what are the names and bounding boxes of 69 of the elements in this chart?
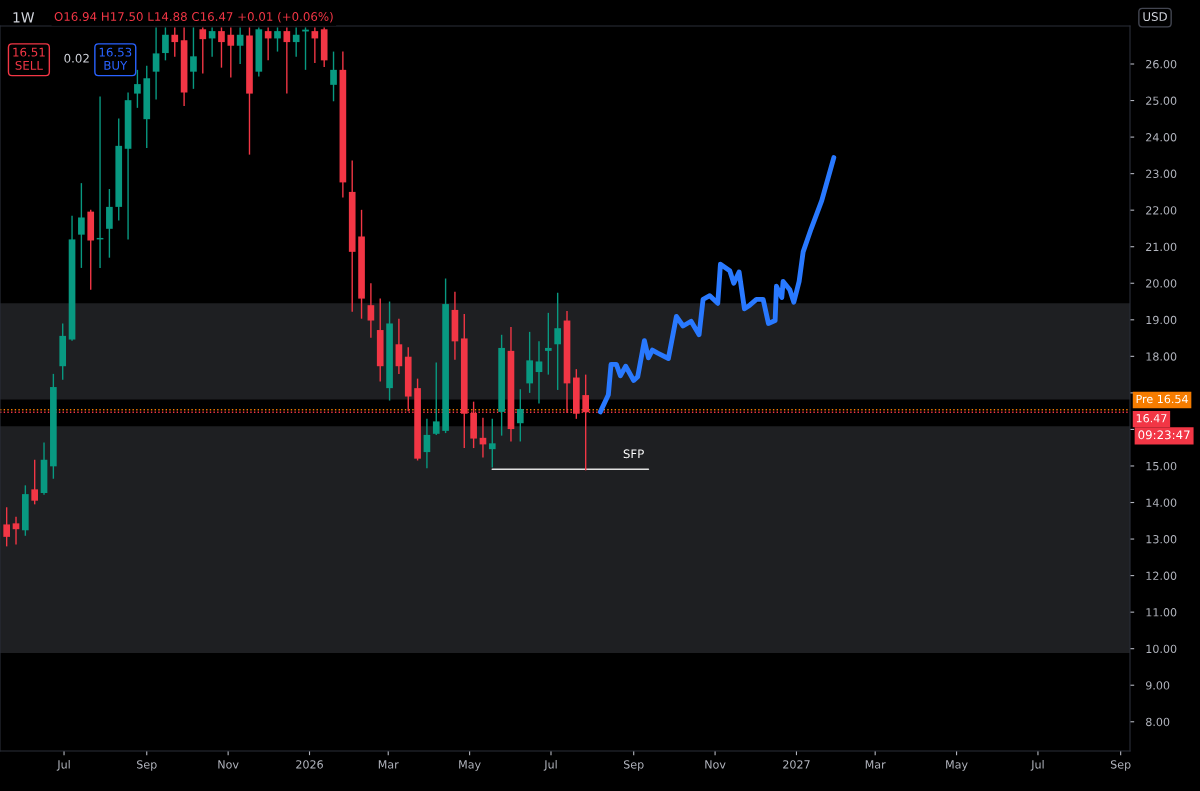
y-tick-label: 14.00	[1146, 498, 1177, 507]
candlestick	[78, 182, 85, 269]
y-tick-label: 18.00	[1146, 352, 1177, 361]
x-tick-label: Sep	[623, 760, 644, 771]
x-tick-label: 2026	[296, 760, 323, 769]
y-tick-label: 8.00	[1146, 717, 1170, 727]
y-tick-label: 21.00	[1146, 242, 1177, 252]
candlestick	[283, 26, 291, 95]
candlestick	[218, 26, 225, 69]
x-tick-label: 2027	[783, 760, 810, 769]
annotation: 0.02	[64, 53, 89, 63]
text: USD	[1143, 12, 1167, 21]
candlestick	[199, 26, 207, 75]
annotation: SFP	[623, 449, 644, 459]
candlestick	[526, 331, 533, 394]
y-tick-label: 11.00	[1146, 608, 1177, 617]
candlestick	[292, 26, 300, 58]
candlestick	[395, 318, 403, 375]
candlestick	[488, 418, 496, 469]
y-tick-label: 24.00	[1146, 133, 1177, 142]
y-tick-label: 12.00	[1146, 571, 1177, 580]
y-tick-label: 20.00	[1146, 279, 1177, 288]
candlestick	[190, 26, 197, 90]
y-tick-label: 13.00	[1146, 535, 1177, 544]
y-tick-label: 25.00	[1146, 96, 1177, 105]
candlestick	[535, 340, 543, 405]
candlestick	[236, 26, 244, 65]
candlestick	[554, 292, 561, 391]
x-tick-label: Sep	[137, 760, 157, 771]
x-tick-label: Mar	[378, 760, 399, 769]
y-tick-label: 19.00	[1146, 315, 1177, 325]
candlestick	[31, 459, 39, 506]
x-tick-label: Mar	[865, 760, 886, 769]
candlestick	[134, 69, 141, 109]
ref-line-label: 16.47	[1136, 414, 1167, 423]
candlestick	[162, 26, 169, 62]
candlestick	[171, 26, 179, 58]
x-tick-label: Nov	[218, 760, 239, 769]
candlestick	[106, 188, 113, 259]
y-tick-label: 15.00	[1146, 461, 1177, 471]
y-tick-label: 10.00	[1146, 644, 1177, 654]
annotation: 16.53 BUY	[99, 47, 132, 70]
candlestick	[152, 26, 160, 101]
y-tick-label: 26.00	[1146, 59, 1177, 69]
x-tick-label: Jul	[1030, 760, 1044, 771]
candlestick	[544, 312, 552, 376]
x-tick-label: Sep	[1110, 760, 1131, 771]
chart-title: 1W	[13, 12, 35, 23]
candlestick	[516, 388, 524, 443]
candlestick	[367, 282, 375, 339]
ref-line-label: Pre 16.54	[1136, 394, 1188, 404]
candlestick	[3, 506, 11, 548]
candlestick	[432, 361, 440, 436]
y-tick-label: 22.00	[1146, 206, 1177, 215]
y-tick-label: 23.00	[1146, 169, 1177, 179]
x-tick-label: Nov	[705, 760, 726, 769]
annotation: 16.51 SELL	[13, 47, 45, 70]
x-tick-label: May	[459, 760, 481, 771]
text: O16.94 H17.50 L14.88 C16.47 +0.01 (+0.06%)	[54, 11, 333, 23]
line-series	[597, 155, 837, 415]
x-tick-label: May	[946, 760, 968, 771]
candlestick	[227, 26, 235, 79]
candlestick	[12, 516, 20, 546]
y-tick-label: 9.00	[1145, 681, 1170, 690]
x-tick-label: Jul	[543, 760, 557, 771]
text: 09:23:47	[1138, 430, 1190, 440]
candlestick	[274, 26, 281, 53]
x-tick-label: Jul	[56, 760, 70, 771]
candlestick	[330, 50, 337, 102]
